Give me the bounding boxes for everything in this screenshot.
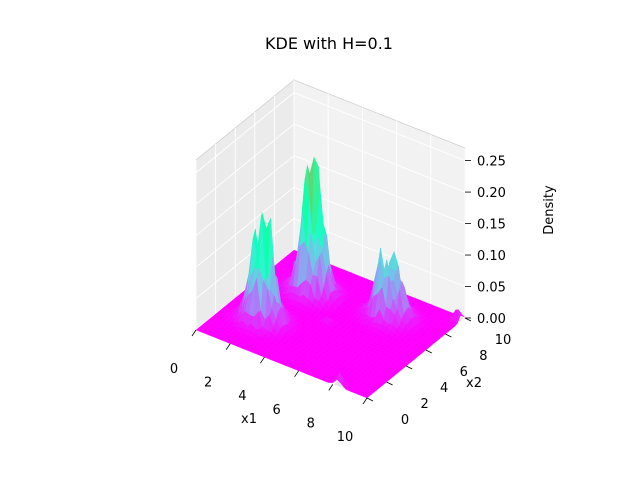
x-axis-label: x1 (241, 412, 257, 427)
y-axis-label: x2 (466, 376, 482, 391)
y-tick-label: 0 (401, 413, 409, 428)
grid-line-z (293, 123, 466, 193)
y-tick-label: 4 (440, 381, 448, 396)
grid-line-z (195, 92, 295, 173)
chart-title: KDE with H=0.1 (265, 34, 393, 53)
y-tick-label: 6 (460, 365, 468, 380)
x-tick-label: 10 (337, 430, 354, 445)
z-tick-label: 0.20 (477, 186, 506, 201)
y-tick-label: 2 (420, 397, 428, 412)
y-tick-label: 10 (495, 333, 512, 348)
x-tick-label: 6 (272, 403, 280, 418)
x-tick-label: 8 (307, 416, 315, 431)
x-tick-label: 4 (238, 389, 246, 404)
y-tick-mark (445, 333, 452, 338)
y-tick-mark (425, 349, 432, 354)
x-tick-mark (191, 329, 197, 337)
grid-line-z (195, 186, 295, 268)
grid-line-z (293, 186, 466, 256)
x-tick-label: 0 (170, 362, 178, 377)
z-tick-label: 0.15 (477, 218, 506, 233)
grid-line-z (195, 155, 295, 236)
z-tick-label: 0.00 (477, 312, 506, 327)
y-tick-label: 8 (479, 349, 487, 364)
y-tick-mark (386, 381, 393, 386)
x-tick-mark (294, 370, 299, 378)
x-tick-mark (260, 356, 265, 364)
z-tick-label: 0.25 (477, 155, 506, 170)
grid-line-z (293, 155, 466, 224)
grid-line-z (293, 92, 466, 162)
y-tick-mark (406, 365, 413, 370)
z-tick-label: 0.10 (477, 249, 506, 264)
x-tick-label: 2 (204, 376, 212, 391)
y-tick-mark (366, 397, 374, 402)
grid-line-z (195, 123, 295, 205)
grid-line-z (195, 218, 295, 299)
x-tick-mark (328, 384, 334, 391)
z-axis-label: Density (542, 185, 557, 235)
z-tick-label: 0.05 (477, 281, 506, 296)
density-surface (195, 157, 466, 399)
x-tick-mark (362, 397, 368, 405)
surface-facet (362, 394, 370, 399)
x-tick-mark (225, 343, 231, 350)
y-tick-mark (464, 317, 472, 322)
